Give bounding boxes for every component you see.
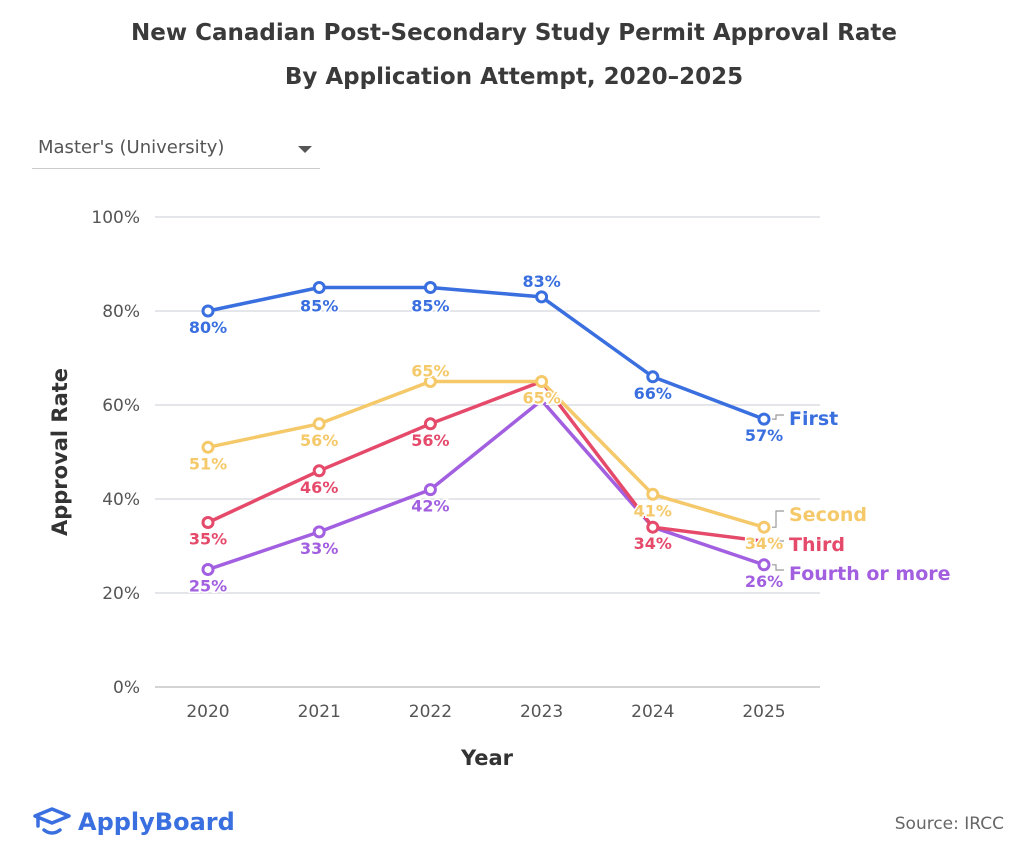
legend-connector (772, 510, 784, 528)
data-point[interactable] (535, 290, 549, 304)
data-point[interactable] (757, 520, 771, 534)
data-point[interactable] (423, 375, 437, 388)
caret-down-icon (298, 146, 312, 153)
data-label: 56% (300, 431, 338, 450)
legend-label: Second (789, 504, 867, 526)
x-tick-label: 2021 (298, 702, 341, 722)
y-tick-label: 40% (102, 490, 140, 510)
chart-title-line2: By Application Attempt, 2020–2025 (284, 64, 744, 90)
data-label: 85% (411, 297, 449, 316)
data-label: 56% (411, 431, 449, 450)
data-label: 46% (300, 478, 338, 497)
data-label: 35% (189, 530, 227, 549)
logo-text: ApplyBoard (78, 808, 235, 836)
y-tick-label: 20% (102, 584, 140, 604)
source-note: Source: IRCC (894, 814, 1004, 834)
data-point[interactable] (646, 487, 660, 501)
data-label: 83% (522, 272, 560, 291)
degree-dropdown[interactable]: Master's (University) (32, 132, 320, 169)
data-point[interactable] (201, 563, 215, 576)
y-axis-title: Approval Rate (48, 368, 72, 536)
data-label: 65% (522, 389, 560, 408)
data-point[interactable] (201, 516, 215, 529)
y-tick-label: 80% (102, 302, 140, 322)
x-tick-label: 2022 (409, 702, 452, 722)
series-line-third (207, 379, 765, 544)
graduation-cap-icon (33, 807, 71, 835)
data-point[interactable] (757, 558, 771, 572)
data-point[interactable] (423, 281, 437, 294)
data-point[interactable] (757, 412, 771, 426)
y-tick-label: 100% (91, 208, 140, 228)
legend-label: Third (789, 534, 845, 556)
data-point[interactable] (423, 483, 437, 497)
data-point[interactable] (312, 525, 326, 539)
data-label: 66% (634, 384, 672, 403)
data-label: 33% (300, 539, 338, 558)
data-label: 80% (189, 318, 227, 337)
y-tick-label: 0% (113, 678, 140, 698)
data-point[interactable] (312, 417, 326, 431)
y-tick-label: 60% (102, 396, 140, 416)
legend-connector (772, 564, 784, 571)
data-label: 34% (745, 534, 783, 553)
legend-label: Fourth or more (789, 563, 951, 585)
data-label: 34% (634, 534, 672, 553)
data-label: 65% (411, 362, 449, 381)
data-point[interactable] (535, 375, 549, 388)
x-tick-label: 2023 (520, 702, 563, 722)
applyboard-logo: ApplyBoard (32, 806, 235, 838)
legend-label: First (789, 408, 838, 430)
x-tick-label: 2024 (631, 702, 674, 722)
data-point[interactable] (646, 520, 660, 534)
data-point[interactable] (646, 370, 660, 384)
chart-title-line1: New Canadian Post-Secondary Study Permit… (131, 20, 897, 46)
data-label: 42% (411, 497, 449, 516)
x-tick-label: 2025 (742, 702, 785, 722)
data-point[interactable] (312, 281, 326, 294)
data-label: 25% (189, 577, 227, 596)
series-line-fourth-or-more (207, 398, 765, 572)
legend-connector (772, 414, 784, 420)
data-point[interactable] (312, 464, 326, 478)
data-label: 57% (745, 426, 783, 445)
x-tick-label: 2020 (186, 702, 229, 722)
dropdown-selected: Master's (University) (38, 137, 225, 158)
data-point[interactable] (201, 304, 215, 318)
data-label: 51% (189, 454, 227, 473)
data-label: 85% (300, 297, 338, 316)
data-label: 41% (634, 501, 672, 520)
series-line-first (207, 285, 765, 421)
series-line-second (207, 379, 765, 529)
data-label: 26% (745, 572, 783, 591)
data-point[interactable] (423, 417, 437, 431)
x-axis-title: Year (460, 746, 514, 770)
data-point[interactable] (201, 440, 215, 454)
